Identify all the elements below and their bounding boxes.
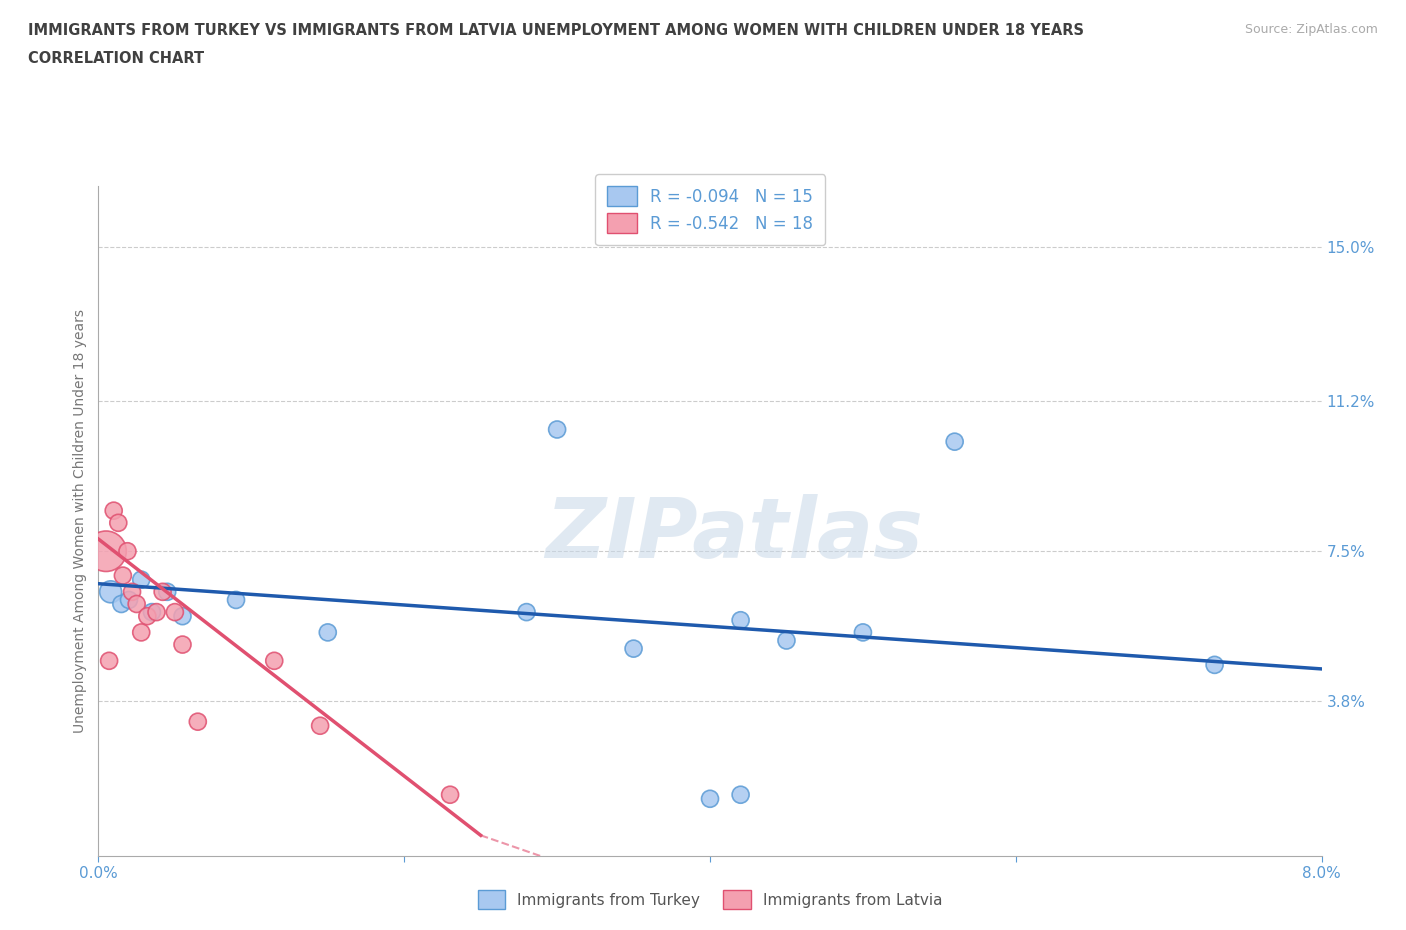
- Point: [852, 625, 875, 640]
- Point: [129, 625, 152, 640]
- Point: [730, 613, 752, 628]
- Y-axis label: Unemployment Among Women with Children Under 18 years: Unemployment Among Women with Children U…: [73, 309, 87, 733]
- Point: [152, 584, 174, 599]
- Text: IMMIGRANTS FROM TURKEY VS IMMIGRANTS FROM LATVIA UNEMPLOYMENT AMONG WOMEN WITH C: IMMIGRANTS FROM TURKEY VS IMMIGRANTS FRO…: [28, 23, 1084, 38]
- Point: [1204, 658, 1226, 672]
- Point: [730, 788, 752, 803]
- Point: [309, 718, 332, 733]
- Point: [98, 654, 121, 669]
- Point: [775, 633, 797, 648]
- Point: [94, 544, 117, 559]
- Point: [156, 584, 179, 599]
- Point: [943, 434, 966, 449]
- Point: [118, 592, 141, 607]
- Point: [110, 596, 132, 611]
- Text: ZIPatlas: ZIPatlas: [546, 494, 924, 575]
- Text: CORRELATION CHART: CORRELATION CHART: [28, 51, 204, 66]
- Point: [117, 544, 139, 559]
- Point: [136, 609, 159, 624]
- Point: [100, 584, 122, 599]
- Point: [623, 641, 645, 656]
- Point: [129, 572, 152, 587]
- Point: [145, 604, 167, 619]
- Point: [225, 592, 247, 607]
- Point: [699, 791, 721, 806]
- Point: [187, 714, 209, 729]
- Point: [141, 604, 163, 619]
- Point: [439, 788, 461, 803]
- Point: [172, 637, 194, 652]
- Point: [107, 515, 129, 530]
- Point: [546, 422, 568, 437]
- Point: [515, 604, 537, 619]
- Point: [121, 584, 143, 599]
- Point: [125, 596, 148, 611]
- Point: [172, 609, 194, 624]
- Point: [103, 503, 125, 518]
- Point: [316, 625, 339, 640]
- Point: [163, 604, 186, 619]
- Text: Source: ZipAtlas.com: Source: ZipAtlas.com: [1244, 23, 1378, 36]
- Point: [111, 568, 134, 583]
- Legend: Immigrants from Turkey, Immigrants from Latvia: Immigrants from Turkey, Immigrants from …: [471, 884, 949, 915]
- Point: [263, 654, 285, 669]
